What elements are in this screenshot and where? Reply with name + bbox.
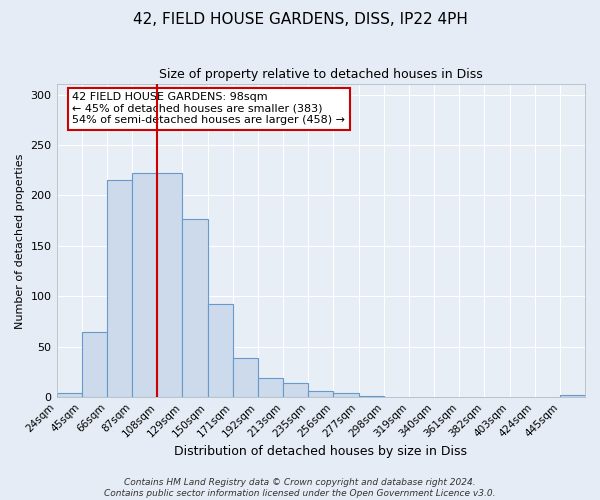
Bar bbox=[182, 218, 208, 397]
Title: Size of property relative to detached houses in Diss: Size of property relative to detached ho… bbox=[159, 68, 482, 80]
Bar bbox=[132, 173, 157, 397]
Bar bbox=[107, 180, 132, 397]
Bar bbox=[233, 358, 258, 397]
Bar bbox=[157, 173, 182, 397]
Bar bbox=[258, 378, 283, 397]
Text: 42 FIELD HOUSE GARDENS: 98sqm
← 45% of detached houses are smaller (383)
54% of : 42 FIELD HOUSE GARDENS: 98sqm ← 45% of d… bbox=[73, 92, 346, 126]
Text: Contains HM Land Registry data © Crown copyright and database right 2024.
Contai: Contains HM Land Registry data © Crown c… bbox=[104, 478, 496, 498]
Bar bbox=[560, 395, 585, 397]
Bar bbox=[334, 393, 359, 397]
Bar bbox=[56, 393, 82, 397]
Bar bbox=[359, 396, 383, 397]
Bar bbox=[82, 332, 107, 397]
Bar bbox=[208, 304, 233, 397]
Text: 42, FIELD HOUSE GARDENS, DISS, IP22 4PH: 42, FIELD HOUSE GARDENS, DISS, IP22 4PH bbox=[133, 12, 467, 28]
X-axis label: Distribution of detached houses by size in Diss: Distribution of detached houses by size … bbox=[174, 444, 467, 458]
Y-axis label: Number of detached properties: Number of detached properties bbox=[15, 153, 25, 328]
Bar bbox=[283, 383, 308, 397]
Bar bbox=[308, 391, 334, 397]
